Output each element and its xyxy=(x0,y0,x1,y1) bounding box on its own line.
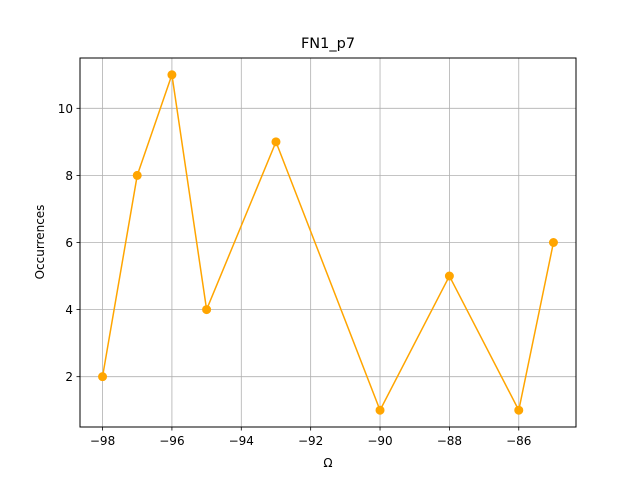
x-axis-label: Ω xyxy=(323,456,332,470)
data-point xyxy=(375,405,385,415)
data-point xyxy=(202,305,212,315)
x-tick-label: −92 xyxy=(298,434,323,448)
x-tick-label: −94 xyxy=(229,434,254,448)
data-point xyxy=(98,372,108,382)
ticks: −98 −96 −94 −92 −90 −88 −86 2 4 6 8 10 xyxy=(58,102,532,448)
y-tick-label: 8 xyxy=(65,169,73,183)
y-tick-label: 10 xyxy=(58,102,73,116)
x-tick-label: −88 xyxy=(437,434,462,448)
x-tick-label: −90 xyxy=(367,434,392,448)
y-axis-label: Occurrences xyxy=(33,205,47,280)
grid xyxy=(80,58,576,427)
series xyxy=(98,70,558,415)
chart-title: FN1_p7 xyxy=(301,36,355,52)
data-point xyxy=(167,70,177,80)
x-tick-label: −96 xyxy=(159,434,184,448)
x-tick-label: −86 xyxy=(506,434,531,448)
y-tick-label: 2 xyxy=(65,370,73,384)
data-point xyxy=(271,137,281,147)
data-point xyxy=(132,170,142,180)
y-tick-label: 4 xyxy=(65,303,73,317)
x-tick-label: −98 xyxy=(90,434,115,448)
data-point xyxy=(444,271,454,281)
data-point xyxy=(548,238,558,247)
data-point xyxy=(514,405,524,415)
y-tick-label: 6 xyxy=(65,236,73,250)
